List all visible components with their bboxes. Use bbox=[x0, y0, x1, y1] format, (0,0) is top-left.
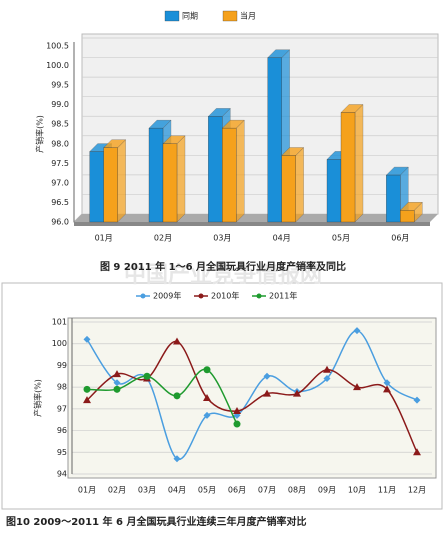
point bbox=[203, 394, 211, 401]
plot-bg bbox=[72, 33, 439, 223]
y-tick-label: 94 bbox=[57, 470, 67, 479]
chart-title: 图 9 2011 年 1～6 月全国玩具行业月度产销率及同比 bbox=[100, 260, 346, 273]
point bbox=[233, 407, 241, 415]
point bbox=[173, 455, 181, 463]
x-tick-label: 02月 bbox=[108, 486, 126, 495]
x-tick-label: 10月 bbox=[348, 486, 366, 495]
legend-swatch bbox=[222, 10, 238, 22]
x-tick-label: 05月 bbox=[198, 486, 216, 495]
y-tick-label: 98.0 bbox=[51, 139, 69, 148]
bar bbox=[281, 155, 296, 223]
y-tick-label: 97.5 bbox=[51, 159, 69, 168]
point bbox=[353, 383, 361, 391]
x-tick-label: 08月 bbox=[288, 486, 306, 495]
point bbox=[323, 365, 331, 373]
x-tick-label: 12月 bbox=[408, 486, 426, 495]
floor bbox=[74, 214, 438, 222]
point bbox=[413, 448, 421, 456]
bar-side bbox=[176, 135, 186, 223]
y-tick-label: 96.5 bbox=[51, 198, 69, 207]
point bbox=[173, 337, 181, 345]
x-tick-label: 04月 bbox=[273, 234, 291, 243]
bar bbox=[400, 210, 415, 223]
y-axis-label: 产销率(%) bbox=[33, 379, 43, 417]
x-tick-label: 02月 bbox=[154, 234, 172, 243]
y-tick-label: 100.0 bbox=[46, 61, 69, 70]
bar bbox=[208, 116, 223, 223]
x-tick-label: 01月 bbox=[95, 234, 113, 243]
legend-marker bbox=[256, 293, 262, 299]
y-axis-label: 产销率(%) bbox=[35, 115, 45, 153]
point bbox=[323, 374, 331, 382]
point bbox=[293, 389, 301, 397]
y-tick-label: 101 bbox=[52, 318, 67, 327]
point bbox=[173, 392, 181, 400]
chart2-plot bbox=[67, 317, 437, 479]
point bbox=[203, 411, 211, 419]
x-tick-label: 04月 bbox=[168, 486, 186, 495]
y-tick-label: 96 bbox=[57, 426, 67, 435]
bar-side bbox=[295, 147, 304, 223]
point bbox=[263, 372, 271, 380]
y-tick-label: 99 bbox=[57, 361, 67, 370]
watermark: 中国产业竞争情报网 bbox=[124, 262, 322, 288]
legend-marker bbox=[198, 293, 204, 299]
point bbox=[113, 370, 121, 378]
bar-side bbox=[236, 119, 245, 223]
point bbox=[413, 396, 421, 404]
y-tick-label: 98 bbox=[57, 383, 67, 392]
bar bbox=[340, 112, 356, 223]
point bbox=[83, 396, 91, 404]
bar bbox=[326, 159, 342, 223]
bar bbox=[222, 127, 237, 223]
x-tick-label: 06月 bbox=[391, 234, 409, 243]
bar bbox=[148, 127, 164, 223]
y-tick-label: 99.5 bbox=[51, 81, 69, 90]
bar bbox=[386, 174, 401, 223]
point bbox=[383, 379, 391, 387]
floor-front bbox=[74, 222, 430, 226]
point bbox=[83, 335, 91, 343]
legend-label: 当月 bbox=[240, 11, 256, 21]
bar bbox=[103, 147, 118, 223]
bar bbox=[267, 57, 282, 223]
bar-side bbox=[117, 139, 126, 223]
legend-label: 2010年 bbox=[211, 291, 239, 301]
point bbox=[143, 372, 151, 380]
x-tick-label: 09月 bbox=[318, 486, 336, 495]
point bbox=[383, 385, 391, 393]
point bbox=[203, 366, 211, 374]
legend-label: 2009年 bbox=[153, 291, 181, 301]
x-tick-label: 06月 bbox=[228, 486, 246, 495]
bar bbox=[89, 151, 104, 223]
y-tick-label: 98.5 bbox=[51, 120, 69, 129]
x-tick-label: 05月 bbox=[332, 234, 350, 243]
point bbox=[113, 379, 121, 387]
point bbox=[263, 389, 271, 397]
point bbox=[83, 385, 91, 393]
point bbox=[233, 420, 241, 428]
y-tick-label: 97.0 bbox=[51, 178, 69, 187]
bar-side bbox=[354, 104, 364, 223]
y-tick-label: 97 bbox=[57, 404, 67, 413]
y-tick-label: 96.0 bbox=[51, 218, 69, 227]
legend-label: 2011年 bbox=[269, 291, 297, 301]
x-tick-label: 03月 bbox=[138, 486, 156, 495]
point bbox=[353, 327, 361, 335]
y-tick-label: 100.5 bbox=[46, 42, 69, 51]
point bbox=[113, 385, 121, 393]
y-tick-label: 95 bbox=[57, 448, 67, 457]
y-tick-label: 99.0 bbox=[51, 100, 69, 109]
x-tick-label: 07月 bbox=[258, 486, 276, 495]
legend-marker bbox=[140, 293, 146, 299]
x-tick-label: 01月 bbox=[78, 486, 96, 495]
x-tick-label: 03月 bbox=[213, 234, 231, 243]
y-tick-label: 100 bbox=[52, 339, 67, 348]
legend-label: 同期 bbox=[182, 12, 198, 21]
legend-swatch bbox=[164, 10, 180, 22]
chart-title: 图10 2009～2011 年 6 月全国玩具行业连续三年月度产销率对比 bbox=[6, 515, 306, 528]
x-tick-label: 11月 bbox=[378, 486, 396, 495]
bar bbox=[162, 143, 178, 223]
